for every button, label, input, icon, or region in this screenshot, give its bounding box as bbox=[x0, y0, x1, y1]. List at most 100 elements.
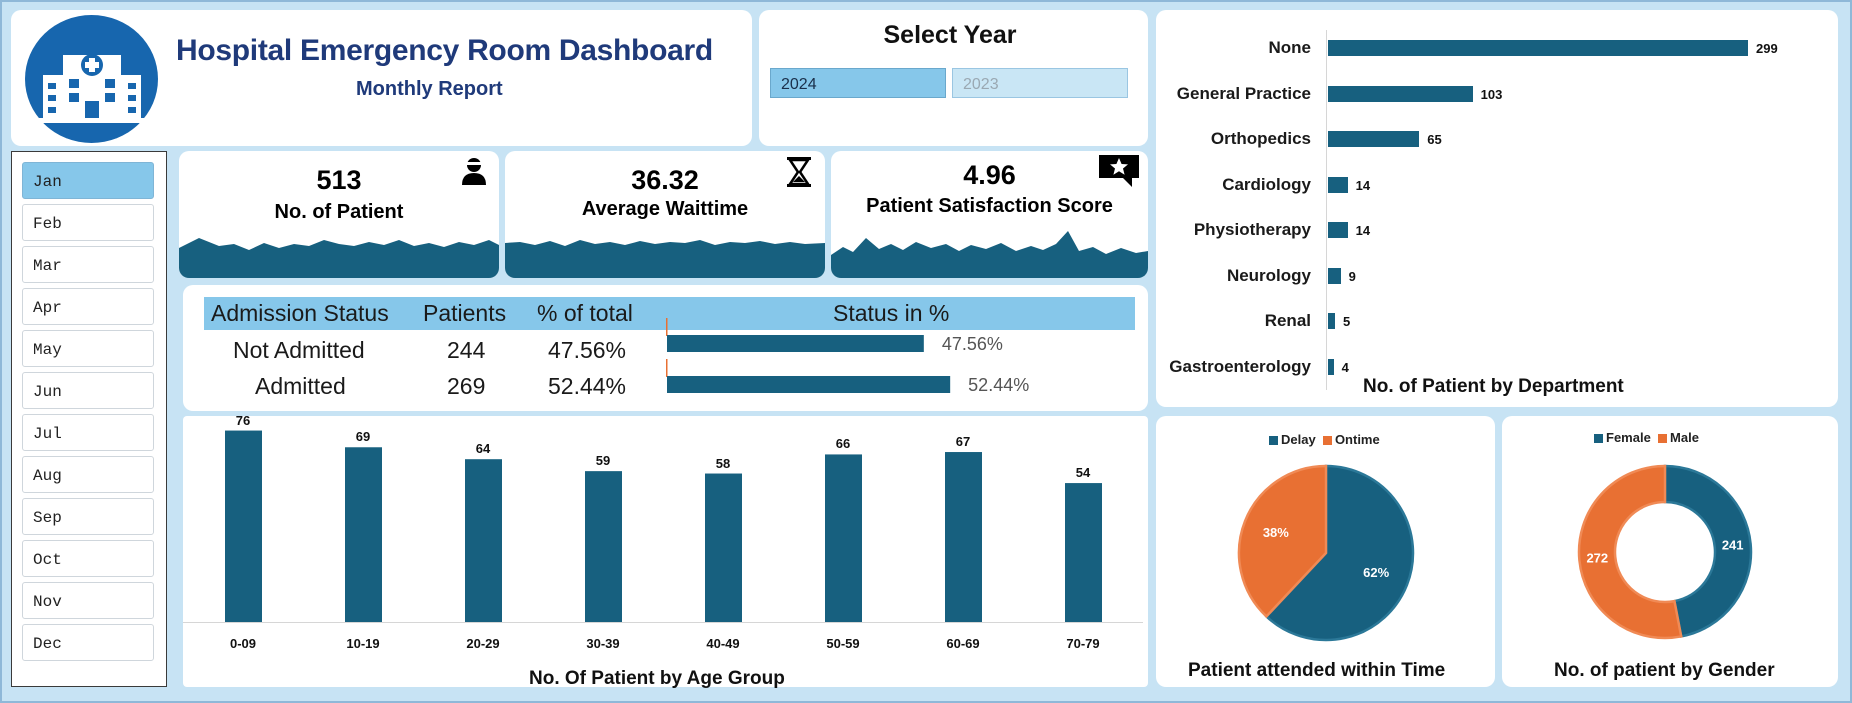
age-bar bbox=[345, 447, 382, 622]
department-label: None bbox=[1268, 38, 1312, 57]
month-button-oct[interactable]: Oct bbox=[22, 540, 154, 577]
age-bar-value: 67 bbox=[955, 434, 971, 450]
department-value: 103 bbox=[1480, 86, 1503, 102]
kpi-value: 4.96 bbox=[963, 160, 1016, 190]
patient-icon bbox=[459, 156, 489, 191]
admission-marker bbox=[666, 318, 668, 336]
department-value: 14 bbox=[1355, 223, 1371, 238]
month-slicer: Jan Feb Mar Apr May Jun Jul Aug Sep Oct Nov Dec bbox=[11, 151, 167, 687]
header-pct-total: % of total bbox=[537, 300, 633, 326]
month-button-sep[interactable]: Sep bbox=[22, 498, 154, 535]
age-bar-value: 58 bbox=[715, 455, 731, 471]
age-bar bbox=[225, 430, 262, 622]
department-value: 14 bbox=[1355, 177, 1371, 193]
department-bar bbox=[1328, 313, 1336, 329]
kpi-sparkline bbox=[179, 238, 499, 278]
gender-chart-legend: Female Male bbox=[1594, 430, 1699, 445]
legend-item-female: Female bbox=[1594, 430, 1651, 445]
department-chart-title: No. of Patient by Department bbox=[1363, 376, 1624, 397]
month-button-dec[interactable]: Dec bbox=[22, 624, 154, 661]
row-patients: 244 bbox=[447, 337, 486, 363]
department-bar bbox=[1328, 85, 1473, 102]
department-bar bbox=[1328, 131, 1420, 147]
pie-slice-delay bbox=[1264, 464, 1415, 642]
kpi-sparkline bbox=[505, 240, 825, 278]
age-chart-title: No. Of Patient by Age Group bbox=[529, 668, 785, 689]
year-option-2023[interactable]: 2023 bbox=[952, 68, 1128, 98]
admission-bar-label: 52.44% bbox=[968, 375, 1029, 395]
row-pct: 47.56% bbox=[548, 337, 627, 363]
age-bar-value: 54 bbox=[1075, 465, 1091, 481]
month-button-nov[interactable]: Nov bbox=[22, 582, 154, 619]
department-bar bbox=[1328, 222, 1348, 238]
month-button-apr[interactable]: Apr bbox=[22, 288, 154, 325]
legend-item-ontime: Ontime bbox=[1322, 432, 1380, 447]
kpi-value: 36.32 bbox=[631, 165, 699, 195]
kpi-card-waittime: 36.32 Average Waittime bbox=[505, 151, 825, 278]
age-bar-value: 59 bbox=[595, 453, 611, 469]
department-bar bbox=[1328, 267, 1341, 284]
row-status: Not Admitted bbox=[233, 337, 365, 363]
department-value: 65 bbox=[1427, 132, 1442, 147]
month-button-may[interactable]: May bbox=[22, 330, 154, 367]
age-bar bbox=[585, 471, 622, 622]
donut-slice-female-label: 241 bbox=[1722, 538, 1744, 553]
admission-bar bbox=[667, 376, 951, 393]
month-button-aug[interactable]: Aug bbox=[22, 456, 154, 493]
department-bar bbox=[1328, 176, 1348, 193]
month-button-jul[interactable]: Jul bbox=[22, 414, 154, 451]
gender-donut-chart: 241 272 bbox=[1577, 464, 1753, 640]
department-label: Neurology bbox=[1226, 265, 1311, 285]
age-bar bbox=[1065, 483, 1102, 622]
department-label: Physiotherapy bbox=[1193, 220, 1311, 239]
year-selector-title: Select Year bbox=[883, 21, 1017, 49]
age-bar-value: 76 bbox=[235, 412, 251, 428]
department-axis-line bbox=[1326, 30, 1327, 390]
age-bar bbox=[465, 459, 502, 622]
age-axis-label: 30-39 bbox=[586, 636, 620, 651]
kpi-value: 513 bbox=[316, 165, 362, 195]
rating-star-icon bbox=[1098, 154, 1140, 193]
header-admission-status: Admission Status bbox=[211, 300, 389, 326]
age-bar-value: 64 bbox=[475, 441, 491, 457]
row-patients: 269 bbox=[447, 373, 486, 399]
header-status-pct: Status in % bbox=[833, 300, 950, 326]
pie-slice-delay-label: 62% bbox=[1363, 565, 1389, 580]
row-status: Admitted bbox=[255, 373, 346, 399]
pie-slice-ontime-label: 38% bbox=[1263, 525, 1289, 540]
age-chart-panel bbox=[183, 416, 1148, 687]
month-button-feb[interactable]: Feb bbox=[22, 204, 154, 241]
age-axis-label: 20-29 bbox=[466, 636, 500, 651]
month-button-jan[interactable]: Jan bbox=[22, 162, 154, 199]
pie-slice-ontime bbox=[1237, 464, 1328, 619]
hourglass-icon bbox=[784, 156, 814, 193]
time-chart-legend: Delay Ontime bbox=[1269, 432, 1380, 447]
age-bar-value: 69 bbox=[355, 429, 371, 445]
admission-bar-chart: 47.56% 52.44% bbox=[666, 318, 1029, 395]
month-button-mar[interactable]: Mar bbox=[22, 246, 154, 283]
donut-slice-female bbox=[1663, 464, 1753, 638]
age-axis-label: 70-79 bbox=[1066, 636, 1100, 651]
dashboard-title: Hospital Emergency Room Dashboard bbox=[176, 34, 713, 67]
time-chart-title: Patient attended within Time bbox=[1188, 660, 1446, 681]
age-bar bbox=[705, 473, 742, 622]
kpi-label: No. of Patient bbox=[274, 201, 404, 223]
department-label: General Practice bbox=[1176, 83, 1311, 103]
department-label: Gastroenterology bbox=[1169, 356, 1311, 376]
admission-bar-label: 47.56% bbox=[942, 334, 1003, 354]
age-axis-label: 40-49 bbox=[706, 636, 740, 651]
age-axis-label: 60-69 bbox=[946, 636, 980, 651]
age-group-bar-chart bbox=[183, 430, 1143, 623]
row-pct: 52.44% bbox=[548, 373, 627, 399]
donut-slice-male bbox=[1577, 464, 1683, 640]
legend-item-male: Male bbox=[1658, 430, 1699, 445]
hospital-icon bbox=[25, 15, 158, 143]
age-bar-value: 66 bbox=[835, 436, 851, 452]
legend-item-delay: Delay bbox=[1269, 432, 1316, 447]
department-value: 299 bbox=[1756, 41, 1778, 56]
time-pie-chart: 62% 38% bbox=[1237, 464, 1415, 642]
dashboard-subtitle: Monthly Report bbox=[356, 78, 503, 100]
month-button-jun[interactable]: Jun bbox=[22, 372, 154, 409]
year-option-2024[interactable]: 2024 bbox=[770, 68, 946, 98]
age-axis-label: 50-59 bbox=[826, 636, 860, 651]
